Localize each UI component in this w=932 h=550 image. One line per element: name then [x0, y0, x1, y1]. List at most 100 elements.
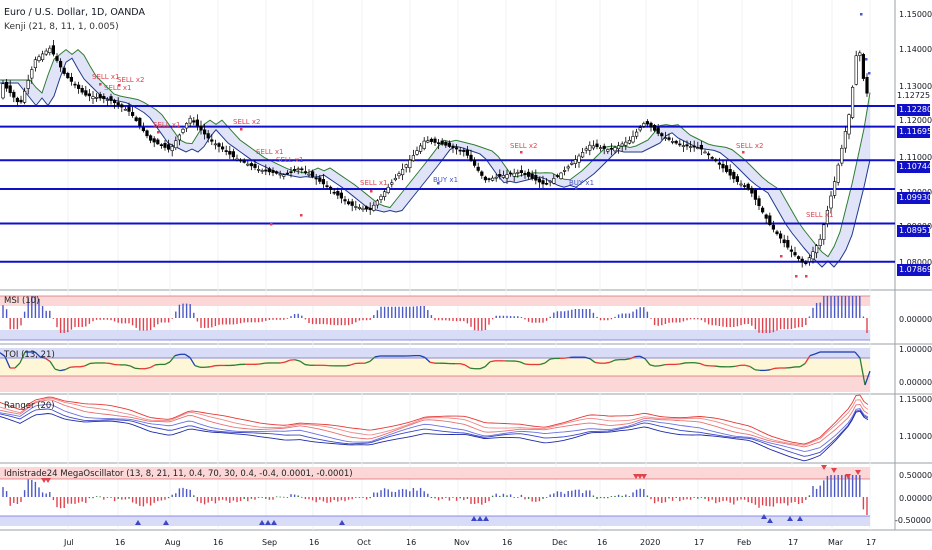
- toi-segment: [754, 369, 761, 372]
- toi-panel-title[interactable]: TOI (13, 21): [4, 350, 55, 360]
- candle-body: [786, 240, 790, 248]
- msi-upper-zone: [0, 296, 870, 306]
- candle-body: [422, 140, 426, 149]
- toi-segment: [189, 357, 196, 367]
- symbol-title[interactable]: Euro / U.S. Dollar, 1D, OANDA: [4, 7, 145, 18]
- msi-bar: [463, 318, 465, 322]
- ranger-panel-title[interactable]: Ranger (20): [4, 401, 55, 411]
- mega-buy-triangle: [477, 516, 483, 521]
- msi-bar: [635, 309, 638, 318]
- mega-bar: [682, 497, 685, 500]
- level-badge[interactable]: 1.08951: [897, 225, 932, 237]
- candle-body: [584, 148, 588, 151]
- candle-body: [159, 144, 164, 146]
- msi-bar: [794, 318, 796, 329]
- mega-bar: [257, 497, 260, 498]
- indicator-title[interactable]: Kenji (21, 8, 11, 1, 0.005): [4, 22, 119, 32]
- msi-bar: [448, 318, 451, 321]
- candle-body: [26, 80, 30, 89]
- toi-segment: [124, 364, 131, 367]
- msi-bar: [297, 313, 299, 318]
- toi-segment: [734, 364, 741, 368]
- msi-bar: [200, 318, 202, 328]
- mega-buy-triangle: [787, 516, 793, 521]
- time-tick: 17: [694, 538, 705, 547]
- msi-bar: [668, 318, 670, 323]
- mega-bar: [203, 497, 206, 505]
- mega-panel-title[interactable]: Idnistrade24 MegaOscillator (13, 8, 21, …: [4, 469, 353, 479]
- candle-body: [847, 114, 851, 135]
- candle-body: [292, 169, 297, 171]
- ranger-band: [0, 394, 869, 445]
- msi-bar: [373, 315, 375, 318]
- msi-bar: [736, 318, 739, 327]
- candle-body: [80, 88, 84, 93]
- current-price-label: 1.12725: [897, 91, 931, 100]
- mega-bar: [671, 497, 674, 501]
- mega-bar: [596, 497, 598, 499]
- candle-body: [411, 155, 416, 161]
- msi-bar: [481, 318, 483, 331]
- msi-bar: [646, 311, 649, 318]
- time-tick: Dec: [552, 538, 568, 547]
- msi-bar: [855, 296, 857, 318]
- mega-bar: [124, 497, 127, 500]
- mega-bar: [639, 488, 641, 497]
- msi-bar: [128, 318, 130, 324]
- msi-bar: [823, 296, 825, 318]
- candle-body: [102, 96, 106, 100]
- toi-segment: [859, 358, 866, 386]
- mega-bar: [815, 488, 818, 497]
- toi-segment: [304, 363, 311, 366]
- candle-body: [472, 160, 477, 166]
- level-badge[interactable]: 1.07869: [897, 264, 932, 276]
- msi-bar: [41, 306, 44, 318]
- mega-bar: [851, 475, 854, 497]
- mega-bar: [722, 497, 724, 502]
- candle-body: [512, 172, 516, 177]
- candle-body: [120, 104, 124, 108]
- candle-body: [764, 214, 768, 219]
- buy-signal-label: BUY x1: [569, 179, 595, 187]
- candle-body: [33, 59, 37, 69]
- msi-bar: [398, 306, 400, 318]
- toi-segment: [489, 360, 496, 363]
- level-badge[interactable]: 1.10744: [897, 161, 932, 173]
- buy-marker: [575, 187, 578, 190]
- candle-body: [368, 207, 372, 211]
- mega-sell-triangle: [831, 468, 837, 473]
- mega-bar: [117, 497, 119, 499]
- mega-bar: [167, 497, 170, 499]
- candle-body: [116, 102, 120, 106]
- msi-panel-title[interactable]: MSI (10): [4, 296, 40, 306]
- candle-body: [807, 257, 811, 262]
- mega-bar: [23, 490, 26, 497]
- msi-bar: [592, 312, 595, 318]
- msi-lower-zone: [0, 330, 870, 340]
- toi-segment: [54, 368, 61, 372]
- candle-body: [480, 171, 484, 176]
- level-badge[interactable]: 1.11695: [897, 126, 932, 138]
- candle-body: [595, 143, 599, 148]
- toi-segment: [209, 365, 216, 368]
- candle-body: [447, 142, 452, 147]
- candle-body: [260, 170, 264, 172]
- mega-bar: [437, 497, 440, 501]
- toi-lower-zone: [0, 376, 870, 392]
- mega-bar: [185, 489, 188, 497]
- level-badge[interactable]: 1.09930: [897, 192, 932, 204]
- toi-segment: [4, 356, 11, 369]
- mega-bar: [31, 480, 33, 497]
- ribbon-fast-line: [0, 48, 871, 258]
- msi-bar: [499, 315, 501, 318]
- candle-body: [699, 144, 703, 150]
- candle-body: [631, 136, 635, 143]
- candle-body: [451, 145, 455, 149]
- mega-upper-zone: [0, 467, 870, 479]
- time-tick: Aug: [165, 538, 181, 547]
- candle-body: [552, 178, 556, 184]
- level-badge[interactable]: 1.12280: [897, 104, 932, 116]
- mega-bar: [549, 494, 551, 497]
- mega-bar: [175, 493, 177, 497]
